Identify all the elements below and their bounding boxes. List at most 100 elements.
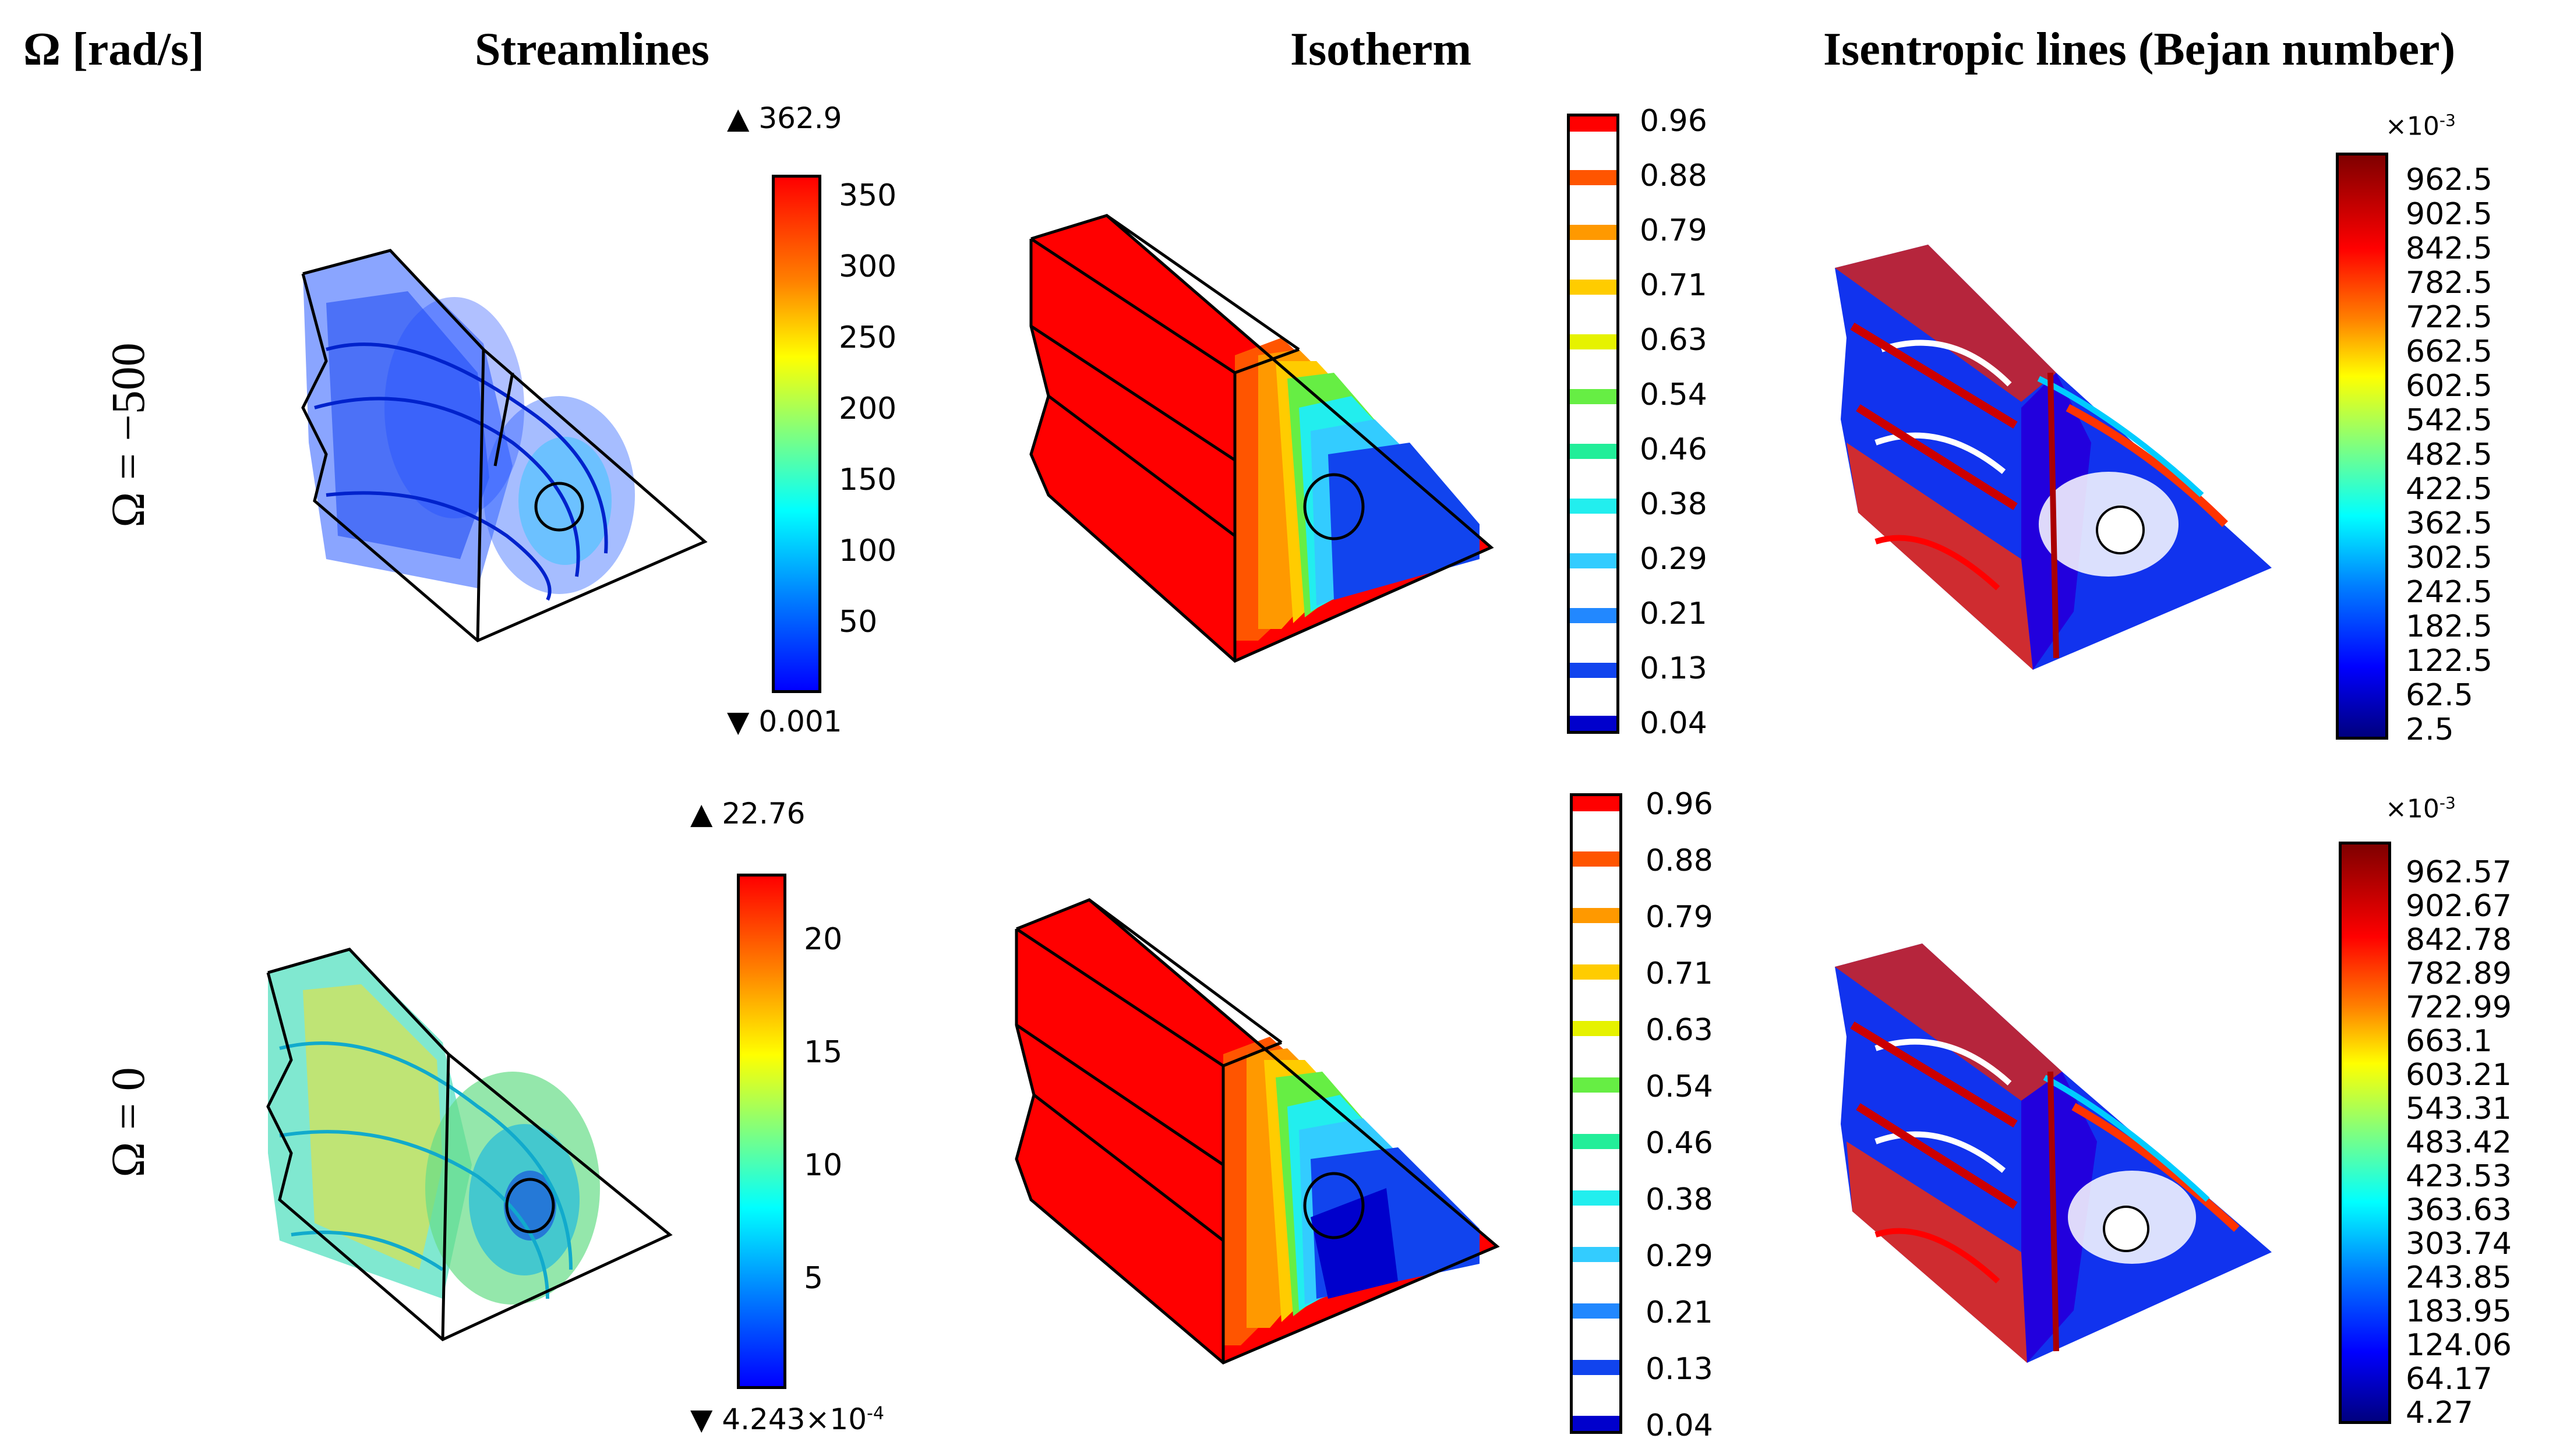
tick: 662.5	[2406, 334, 2492, 369]
tick: 183.95	[2406, 1294, 2512, 1329]
isotherm-colorbar-row2	[1570, 793, 1622, 1434]
isotherm-band	[1573, 908, 1619, 923]
tick: 782.5	[2406, 266, 2492, 301]
tick: 363.63	[2406, 1193, 2512, 1228]
tick: 243.85	[2406, 1260, 2512, 1295]
isotherm-band	[1570, 170, 1616, 185]
tick: 300	[839, 249, 897, 284]
tick: 483.42	[2406, 1125, 2512, 1160]
tick: 602.5	[2406, 369, 2492, 404]
isotherm-band	[1573, 796, 1619, 811]
tick: 0.29	[1646, 1239, 1713, 1274]
tick: 0.21	[1640, 596, 1707, 631]
isotherm-band	[1570, 608, 1616, 623]
isotherm-band	[1573, 1247, 1619, 1262]
tick: 0.79	[1640, 213, 1707, 248]
tick: 842.5	[2406, 231, 2492, 266]
tick: 303.74	[2406, 1227, 2512, 1261]
tick: 962.5	[2406, 162, 2492, 197]
tick: 0.21	[1646, 1295, 1713, 1330]
streamlines-swirl-row2	[268, 949, 600, 1305]
tick: 962.57	[2406, 855, 2512, 890]
tick: 663.1	[2406, 1024, 2492, 1059]
tick: 722.5	[2406, 300, 2492, 335]
streamlines-min-label-row1: ▼ 0.001	[727, 705, 842, 738]
tick: 124.06	[2406, 1328, 2512, 1363]
isotherm-band	[1573, 1416, 1619, 1431]
tick: 0.88	[1646, 843, 1713, 878]
tick: 350	[839, 178, 897, 213]
tick: 722.99	[2406, 990, 2512, 1025]
tick: 0.63	[1646, 1013, 1713, 1048]
tick: 482.5	[2406, 437, 2492, 472]
isotherm-band	[1573, 1134, 1619, 1149]
tick: 122.5	[2406, 644, 2492, 678]
isotherm-band	[1570, 389, 1616, 404]
tick: 0.13	[1646, 1352, 1713, 1387]
isotherm-band	[1573, 1360, 1619, 1375]
bejan-colorbar-row1	[2336, 153, 2388, 740]
streamlines-max-label-row2: ▲ 22.76	[690, 797, 806, 831]
streamlines-swirl-row1	[303, 250, 635, 601]
isotherm-band	[1573, 851, 1619, 867]
tick: 15	[804, 1035, 843, 1070]
tick: 0.71	[1640, 268, 1707, 303]
tick: 0.96	[1640, 104, 1707, 139]
isotherm-band	[1573, 1303, 1619, 1319]
tick: 0.38	[1646, 1182, 1713, 1217]
isentropic-header: Isentropic lines (Bejan number)	[1823, 24, 2456, 75]
tick: 543.31	[2406, 1091, 2512, 1126]
tick: 0.54	[1640, 377, 1707, 412]
isotherm-band	[1573, 1021, 1619, 1036]
streamlines-min-label-row2: ▼ 4.243×10-4	[690, 1402, 884, 1436]
isotherm-band	[1570, 116, 1616, 132]
tick: 0.46	[1640, 432, 1707, 467]
isotherm-header: Isotherm	[1290, 24, 1472, 75]
tick: 603.21	[2406, 1058, 2512, 1093]
tick: 362.5	[2406, 506, 2492, 541]
isotherm-band	[1573, 1190, 1619, 1206]
tick: 242.5	[2406, 575, 2492, 610]
isotherm-band	[1573, 964, 1619, 980]
tick: 50	[839, 605, 878, 639]
isotherm-band	[1570, 444, 1616, 459]
bejan-exponent-row1: ×10-3	[2385, 111, 2456, 142]
tick: 0.54	[1646, 1069, 1713, 1104]
tick: 64.17	[2406, 1362, 2492, 1397]
tick: 0.96	[1646, 787, 1713, 822]
tick: 0.79	[1646, 900, 1713, 935]
streamlines-header: Streamlines	[475, 24, 709, 75]
tick: 0.04	[1646, 1408, 1713, 1443]
isotherm-band	[1570, 225, 1616, 240]
isotherm-band	[1573, 1077, 1619, 1093]
isotherm-band	[1570, 499, 1616, 514]
tick: 150	[839, 462, 897, 497]
tick: 0.71	[1646, 956, 1713, 991]
tick: 0.13	[1640, 651, 1707, 686]
tick: 0.63	[1640, 323, 1707, 358]
tick: 423.53	[2406, 1159, 2512, 1194]
tick: 782.89	[2406, 956, 2512, 991]
tick: 62.5	[2406, 678, 2473, 713]
isotherm-band	[1570, 334, 1616, 349]
tick: 0.04	[1640, 706, 1707, 741]
streamlines-colorbar-row2	[737, 874, 786, 1389]
tick: 5	[804, 1261, 824, 1296]
tick: 20	[804, 922, 843, 957]
isotherm-colorbar-row1	[1567, 114, 1619, 734]
tick: 0.46	[1646, 1126, 1713, 1161]
tick: 542.5	[2406, 403, 2492, 438]
streamlines-max-label-row1: ▲ 362.9	[727, 101, 842, 135]
tick: 422.5	[2406, 472, 2492, 507]
streamlines-box-row2	[266, 948, 673, 1341]
bejan-colorbar-row2	[2339, 842, 2391, 1424]
tick: 902.67	[2406, 889, 2512, 924]
tick: 0.88	[1640, 158, 1707, 193]
tick: 250	[839, 320, 897, 355]
tick: 2.5	[2406, 712, 2454, 747]
tick: 4.27	[2406, 1395, 2473, 1430]
